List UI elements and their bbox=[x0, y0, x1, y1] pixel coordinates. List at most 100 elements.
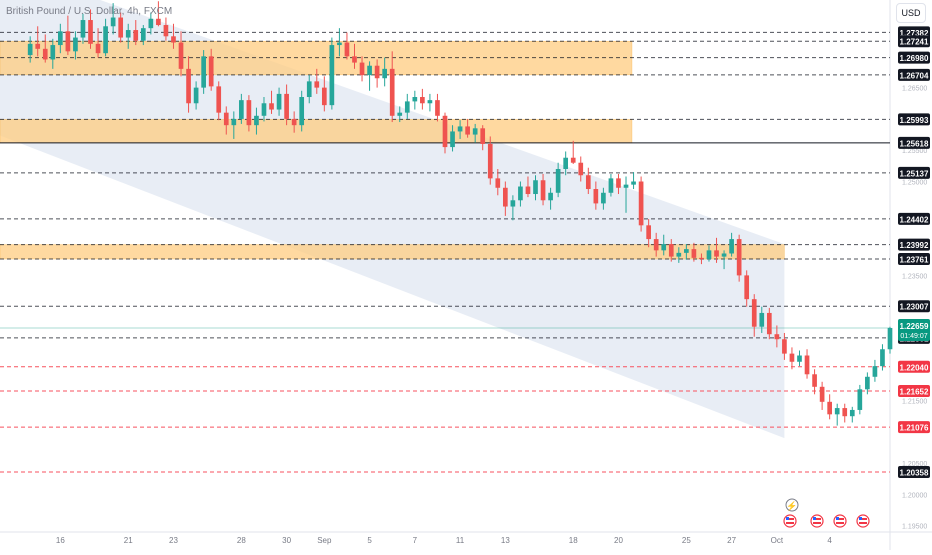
last-price-tag bbox=[898, 319, 930, 342]
candle-body bbox=[276, 93, 282, 110]
candle-body bbox=[751, 299, 757, 327]
flag-stripe bbox=[813, 522, 821, 524]
y-tick-label: 1.19500 bbox=[902, 524, 927, 531]
candle-body bbox=[352, 56, 357, 63]
currency-button[interactable]: USD bbox=[896, 3, 926, 23]
candle-body bbox=[382, 68, 387, 79]
y-tick-label: 1.25000 bbox=[902, 180, 927, 187]
candle-body bbox=[774, 334, 780, 340]
x-tick-label: 7 bbox=[413, 536, 418, 545]
supply-demand-zone bbox=[0, 244, 785, 260]
candle-body bbox=[842, 408, 848, 417]
candle-body bbox=[872, 366, 878, 377]
us-flag-event-icon bbox=[783, 514, 797, 528]
candle-body bbox=[269, 103, 274, 110]
candle-body bbox=[344, 42, 350, 57]
candle-body bbox=[156, 18, 161, 26]
candle-body bbox=[58, 31, 63, 46]
price-label-tag bbox=[898, 421, 930, 434]
candle-body bbox=[721, 253, 727, 257]
candle-body bbox=[691, 249, 697, 258]
candle-body bbox=[450, 131, 455, 148]
price-label-tag bbox=[898, 360, 930, 373]
supply-demand-zone bbox=[0, 119, 633, 144]
candle-body bbox=[223, 112, 229, 126]
candle-body bbox=[50, 45, 56, 60]
y-tick-label: 1.26500 bbox=[902, 86, 927, 93]
candle-body bbox=[789, 353, 795, 362]
candle-body bbox=[125, 30, 131, 38]
price-label-tag bbox=[898, 35, 930, 48]
candle-body bbox=[495, 178, 501, 188]
price-label-text: 1.25993 bbox=[900, 116, 929, 125]
candle-body bbox=[646, 225, 651, 240]
x-tick-label: 27 bbox=[727, 536, 736, 545]
candle-body bbox=[178, 42, 184, 69]
candle-body bbox=[766, 312, 772, 335]
flash-event-icon bbox=[785, 498, 799, 512]
price-label-text: 1.23007 bbox=[900, 303, 929, 312]
x-tick-label: 13 bbox=[501, 536, 510, 545]
candle-body bbox=[736, 239, 742, 276]
symbol-title: British Pound / U.S. Dollar, 4h, FXCM bbox=[6, 6, 173, 17]
candle-body bbox=[261, 103, 267, 116]
candle-body bbox=[103, 26, 108, 54]
candle-body bbox=[337, 42, 342, 46]
price-label-text: 1.21652 bbox=[900, 388, 929, 397]
y-tick-label: 1.21500 bbox=[902, 399, 927, 406]
candle-body bbox=[555, 168, 561, 193]
price-label-text: 1.23761 bbox=[900, 256, 929, 265]
candle-body bbox=[759, 312, 765, 327]
candle-body bbox=[374, 65, 380, 79]
candle-body bbox=[404, 101, 410, 113]
us-flag-event-icon bbox=[833, 514, 847, 528]
candle-body bbox=[389, 68, 395, 116]
candle-body bbox=[631, 181, 636, 185]
x-tick-label: Oct bbox=[771, 536, 784, 545]
candle-body bbox=[148, 18, 154, 29]
candle-body bbox=[314, 81, 320, 88]
last-price-value: 1.22659 bbox=[900, 322, 929, 331]
x-tick-label: 11 bbox=[456, 536, 465, 545]
price-label-tag bbox=[898, 385, 930, 398]
x-tick-label: 30 bbox=[282, 536, 291, 545]
candle-body bbox=[321, 87, 327, 106]
x-tick-label: 28 bbox=[237, 536, 246, 545]
candle-body bbox=[216, 86, 222, 113]
candle-body bbox=[291, 118, 297, 126]
price-label-text: 1.27241 bbox=[900, 38, 929, 47]
candle-body bbox=[465, 126, 470, 135]
candle-body bbox=[857, 389, 863, 410]
candle-body bbox=[420, 97, 425, 104]
x-tick-label: 25 bbox=[682, 536, 691, 545]
candle-body bbox=[518, 186, 523, 201]
candle-body bbox=[834, 408, 840, 415]
candle-body bbox=[397, 112, 403, 116]
flag-canton bbox=[813, 517, 816, 520]
candle-body bbox=[623, 184, 629, 188]
candle-body bbox=[812, 374, 817, 387]
candle-body bbox=[744, 275, 750, 300]
price-label-tag bbox=[898, 166, 930, 179]
candle-body bbox=[782, 339, 787, 354]
candle-body bbox=[193, 87, 199, 104]
x-tick-label: 23 bbox=[169, 536, 178, 545]
x-tick-label: 16 bbox=[56, 536, 65, 545]
candle-body bbox=[110, 17, 116, 27]
candle-body bbox=[487, 143, 493, 179]
flag-canton bbox=[786, 517, 789, 520]
candle-body bbox=[653, 239, 659, 251]
candle-body bbox=[865, 376, 870, 390]
candle-body bbox=[359, 62, 365, 76]
candle-body bbox=[608, 178, 614, 193]
candle-body bbox=[80, 20, 86, 38]
flag-canton bbox=[836, 517, 839, 520]
candle-body bbox=[27, 43, 33, 56]
axis-layer: 1.26500 1.25500 1.25000 1.23500 1.21500 1.205… bbox=[56, 86, 928, 545]
flag-stripe bbox=[859, 518, 867, 520]
price-label-tag bbox=[898, 238, 930, 251]
candle-body bbox=[163, 25, 169, 37]
